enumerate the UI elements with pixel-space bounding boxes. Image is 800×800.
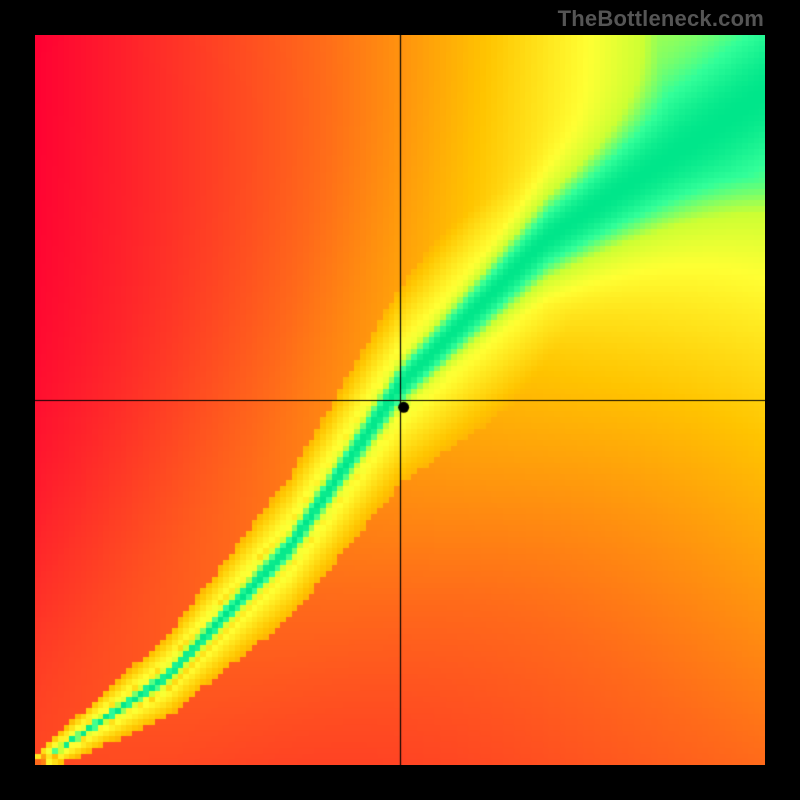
- bottleneck-heatmap: [35, 35, 765, 765]
- chart-stage: TheBottleneck.com: [0, 0, 800, 800]
- source-watermark: TheBottleneck.com: [558, 6, 764, 32]
